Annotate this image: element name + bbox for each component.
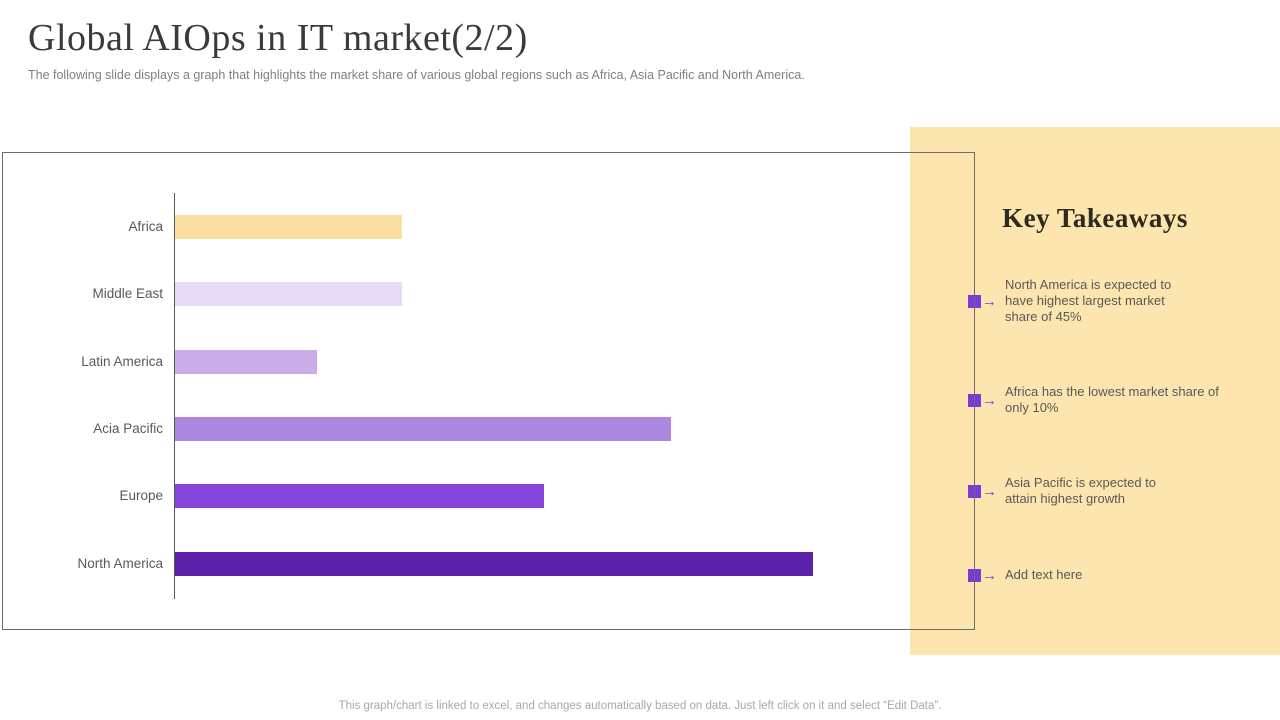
chart-bar-latin-america[interactable] <box>175 349 317 374</box>
takeaway-item: → Add text here <box>968 567 1082 583</box>
takeaway-text: Africa has the lowest market share of on… <box>1005 384 1219 415</box>
arrow-right-icon: → <box>982 391 997 409</box>
key-takeaways-panel: Key Takeaways → North America is expected… <box>910 127 1280 655</box>
category-label: Europe <box>119 488 163 504</box>
chart-row: Africa <box>3 215 974 239</box>
category-label: Acia Pacific <box>93 420 163 436</box>
chart-row: Europe <box>3 484 974 509</box>
takeaway-text: Add text here <box>1005 567 1083 582</box>
category-label: Africa <box>128 219 163 234</box>
chart-container[interactable]: Africa Middle East Latin America Acia Pacif… <box>2 152 975 630</box>
key-takeaways-title: Key Takeaways <box>1002 203 1188 233</box>
footer-note: This graph/chart is linked to excel, and… <box>338 700 942 712</box>
chart-bar-europe[interactable] <box>175 484 544 509</box>
takeaway-text: North America is expected to have highes… <box>1005 277 1172 324</box>
takeaway-item: → North America is expected to have highe… <box>968 277 1185 325</box>
page-subtitle: The following slide displays a graph tha… <box>28 68 805 82</box>
header: Global AIOps in IT market(2/2) The follo… <box>28 16 888 82</box>
takeaway-item: → Africa has the lowest market share of o… <box>968 384 1227 416</box>
arrow-right-icon: → <box>982 292 997 310</box>
chart-row: Latin America <box>3 349 974 374</box>
category-label: Middle East <box>92 286 163 302</box>
chart-row: Middle East <box>3 282 974 307</box>
takeaway-text: Asia Pacific is expected to attain highe… <box>1005 475 1157 506</box>
page-title: Global AIOps in IT market(2/2) <box>28 17 528 59</box>
chart-bar-north-america[interactable] <box>175 551 813 576</box>
chart-row: North America <box>3 551 974 576</box>
chart-bar-middle-east[interactable] <box>175 282 402 307</box>
takeaway-item: → Asia Pacific is expected to attain high… <box>968 475 1185 507</box>
chart-row: Acia Pacific <box>3 416 974 441</box>
chart-bar-africa[interactable] <box>175 215 402 239</box>
chart-bar-acia-pacific[interactable] <box>175 416 671 441</box>
y-axis-line <box>174 193 175 599</box>
category-label: Latin America <box>81 353 163 369</box>
arrow-right-icon: → <box>982 566 997 584</box>
category-label: North America <box>77 555 163 571</box>
arrow-right-icon: → <box>982 482 997 500</box>
